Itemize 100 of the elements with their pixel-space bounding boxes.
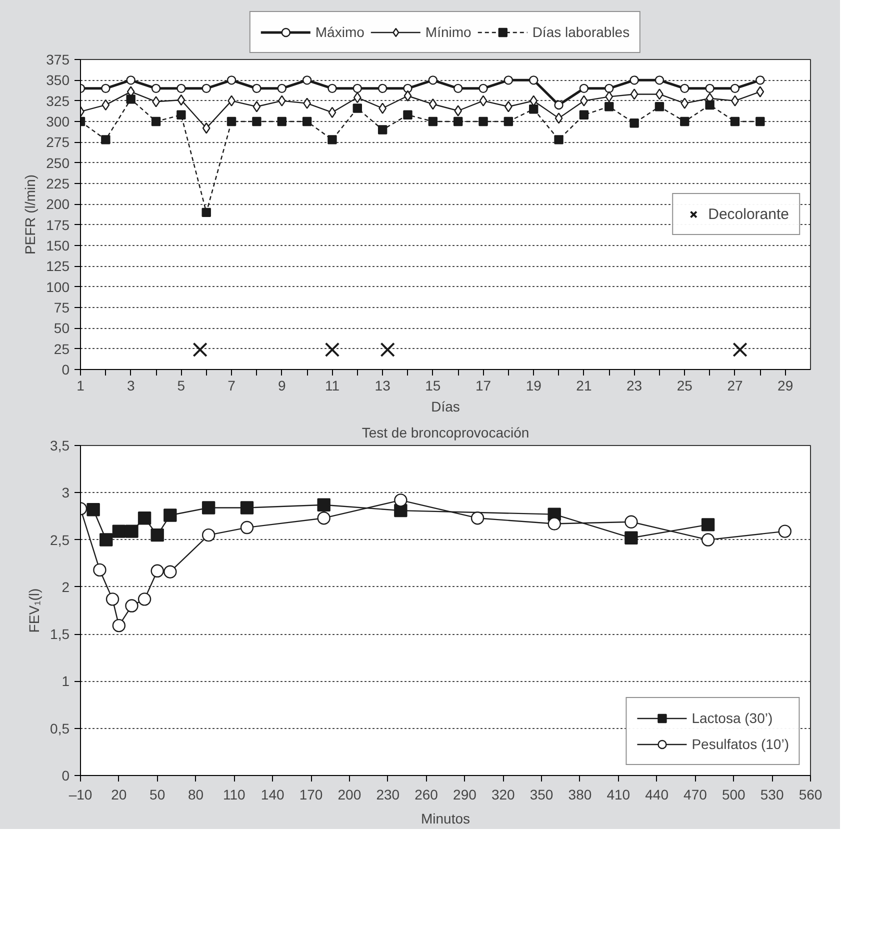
point: [151, 116, 161, 126]
point: [403, 84, 412, 94]
point: [705, 100, 714, 110]
y-tick-label: 3,5: [50, 438, 70, 454]
point: [454, 105, 462, 116]
point: [504, 76, 514, 85]
y-tick-label: 325: [46, 92, 70, 109]
point: [324, 342, 340, 358]
x-tick-label: 3: [126, 378, 135, 394]
point: [240, 501, 254, 514]
point: [126, 76, 136, 85]
point: [554, 112, 563, 124]
x-tick-label: 320: [491, 786, 516, 802]
x-tick-label: 410: [606, 786, 630, 802]
point: [252, 84, 262, 94]
point: [138, 592, 152, 606]
x-tick-label: 29: [778, 378, 794, 394]
x-tick-label: 440: [645, 786, 669, 802]
y-tick-label: 150: [46, 238, 70, 254]
x-axis-title: Días: [431, 398, 460, 414]
point: [126, 94, 136, 104]
point: [176, 84, 186, 94]
point: [252, 101, 261, 112]
point: [192, 342, 208, 358]
point: [102, 99, 110, 111]
point: [680, 98, 689, 109]
point: [428, 76, 438, 85]
point: [554, 135, 564, 144]
x-tick-label: 27: [727, 378, 743, 394]
y-tick-label: 125: [46, 258, 70, 274]
point: [680, 116, 690, 126]
point: [479, 95, 488, 106]
legend-label: Días laborables: [532, 24, 630, 40]
point: [302, 116, 312, 126]
y-tick-label: 300: [46, 114, 70, 130]
point: [328, 135, 337, 144]
y-tick-label: 100: [46, 278, 70, 295]
x-tick-label: 260: [414, 786, 438, 802]
point: [125, 524, 138, 538]
point: [317, 512, 330, 525]
point: [252, 116, 262, 126]
x-tick-label: 15: [425, 378, 441, 394]
point: [756, 86, 764, 98]
point: [240, 520, 254, 534]
y-tick-label: 0,5: [50, 720, 70, 736]
point: [394, 494, 408, 507]
point: [605, 91, 614, 102]
y-tick-label: 0: [62, 362, 70, 378]
y-tick-label: 25: [54, 340, 70, 357]
point: [680, 84, 690, 94]
legend-label: Lactosa (30’): [692, 710, 773, 726]
point: [125, 599, 138, 612]
y-tick-label: 3: [62, 484, 70, 501]
point: [654, 102, 664, 112]
point: [548, 517, 561, 530]
point: [164, 565, 177, 578]
point: [352, 84, 362, 94]
y-tick-label: 1: [62, 673, 70, 690]
point: [202, 84, 211, 94]
y-tick-label: 250: [46, 154, 70, 171]
x-tick-label: 350: [530, 786, 554, 802]
point: [138, 512, 152, 525]
point: [106, 592, 120, 606]
point: [352, 104, 362, 113]
point: [353, 92, 362, 104]
point: [101, 135, 110, 144]
point: [177, 94, 186, 106]
point: [428, 116, 438, 126]
x-tick-label: 80: [188, 786, 204, 802]
chart-title: Test de broncoprovocación: [362, 424, 530, 440]
point: [778, 524, 792, 538]
point: [100, 533, 113, 546]
point: [302, 76, 312, 85]
point: [624, 515, 638, 528]
x-tick-label: 7: [228, 378, 236, 394]
point: [278, 95, 286, 106]
x-tick-label: 200: [338, 786, 362, 802]
point: [202, 501, 216, 514]
x-tick-label: 530: [760, 786, 784, 802]
x-tick-label: 500: [722, 786, 746, 802]
y-tick-label: 1,5: [50, 626, 70, 642]
point: [403, 110, 412, 120]
point: [579, 84, 589, 94]
x-tick-label: 560: [798, 786, 822, 802]
point: [202, 208, 211, 218]
point: [202, 122, 210, 134]
legend-label: Mínimo: [425, 24, 472, 40]
point: [226, 76, 236, 85]
x-tick-label: 290: [453, 786, 477, 802]
x-tick-label: 230: [376, 786, 400, 802]
legend-label: Máximo: [315, 24, 364, 40]
point: [404, 90, 412, 102]
x-tick-label: –10: [68, 786, 92, 802]
y-tick-label: 0: [62, 768, 70, 784]
point: [150, 564, 164, 578]
point: [529, 104, 538, 114]
x-tick-label: 140: [260, 786, 284, 802]
y-tick-label: 275: [46, 134, 70, 150]
y-axis-title: FEV₁(l): [26, 588, 42, 633]
point: [654, 76, 664, 85]
